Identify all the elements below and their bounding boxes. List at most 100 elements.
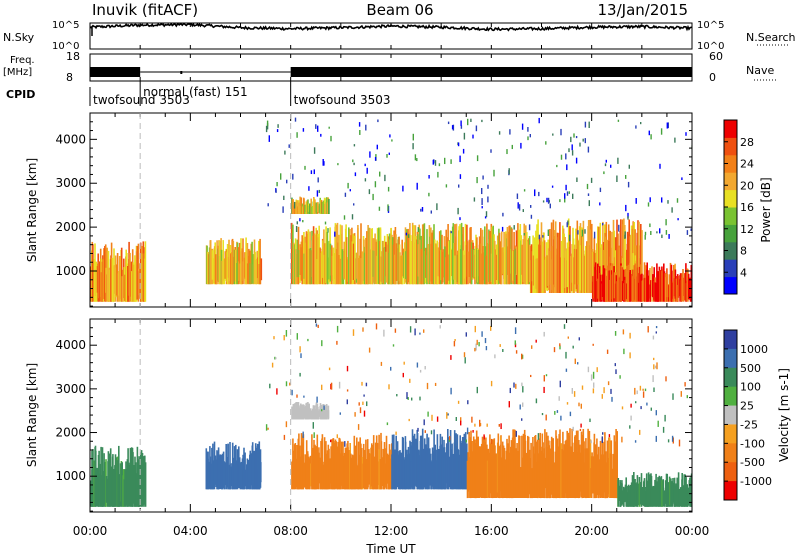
power-data-cell <box>582 138 584 142</box>
velocity-data-cell <box>307 453 309 490</box>
velocity-data-cell <box>271 362 274 368</box>
power-data-cell <box>276 129 279 133</box>
power-data-cell <box>662 269 664 302</box>
velocity-data-cell <box>342 441 344 490</box>
power-data-cell <box>341 249 344 285</box>
velocity-data-cell <box>498 424 500 427</box>
velocity-data-cell <box>118 445 120 507</box>
power-data-cell <box>674 137 676 143</box>
velocity-data-cell <box>433 429 435 490</box>
power-data-cell <box>577 230 579 235</box>
power-data-cell <box>671 207 673 213</box>
velocity-data-cell <box>347 447 349 486</box>
velocity-data-cell <box>560 415 562 421</box>
power-data-cell <box>462 250 465 285</box>
velocity-data-cell <box>308 403 310 419</box>
x-tick-label: 04:00 <box>173 524 208 538</box>
velocity-data-cell <box>430 461 433 490</box>
power-data-cell <box>588 245 591 293</box>
power-data-cell <box>527 136 529 141</box>
power-data-cell <box>501 226 504 232</box>
power-data-cell <box>603 171 605 175</box>
power-data-cell <box>601 244 603 293</box>
power-data-cell <box>476 177 478 184</box>
power-data-cell <box>516 193 519 199</box>
velocity-data-cell <box>496 464 498 498</box>
power-data-cell <box>665 219 667 226</box>
power-data-cell <box>620 219 622 293</box>
power-data-cell <box>517 223 519 285</box>
power-data-cell <box>360 258 362 285</box>
power-data-cell <box>650 231 652 235</box>
velocity-data-cell <box>472 430 474 433</box>
velocity-data-cell <box>439 325 441 329</box>
power-data-cell <box>635 198 637 204</box>
velocity-data-cell <box>573 391 576 397</box>
velocity-data-cell <box>596 454 599 496</box>
power-data-cell <box>655 282 657 302</box>
velocity-data-cell <box>424 430 426 433</box>
power-data-cell <box>509 225 511 285</box>
velocity-data-cell <box>639 385 642 391</box>
velocity-data-cell <box>299 456 302 490</box>
velocity-data-cell <box>92 465 95 507</box>
velocity-data-cell <box>521 435 523 497</box>
power-data-cell <box>378 206 381 211</box>
power-data-cell <box>374 157 377 161</box>
noise-ylabel-top-right: 10^5 <box>697 20 724 31</box>
power-data-cell <box>627 212 629 218</box>
velocity-data-cell <box>545 374 548 377</box>
velocity-data-cell <box>312 447 314 490</box>
power-data-cell <box>413 225 415 285</box>
velocity-data-cell <box>357 424 360 430</box>
power-data-cell <box>576 238 579 293</box>
velocity-data-cell <box>519 436 521 498</box>
power-data-cell <box>266 120 269 127</box>
power-data-cell <box>328 240 330 280</box>
power-data-cell <box>366 231 368 285</box>
power-data-cell <box>295 249 297 285</box>
power-data-cell <box>538 191 540 197</box>
velocity-data-cell <box>665 376 667 382</box>
velocity-data-cell <box>431 414 433 421</box>
power-data-cell <box>360 223 362 285</box>
power-data-cell <box>322 240 324 278</box>
power-data-cell <box>599 187 602 193</box>
power-data-cell <box>571 150 574 156</box>
velocity-data-cell <box>299 346 301 353</box>
velocity-data-cell <box>499 436 502 441</box>
power-data-cell <box>351 214 354 220</box>
velocity-data-cell <box>683 474 685 507</box>
velocity-data-cell <box>372 435 375 490</box>
power-data-cell <box>238 242 241 283</box>
velocity-data-cell <box>363 449 366 490</box>
power-data-cell <box>644 231 647 236</box>
velocity-data-cell <box>386 422 389 426</box>
power-data-cell <box>323 254 325 285</box>
velocity-data-cell <box>213 441 216 490</box>
velocity-data-cell <box>318 452 320 483</box>
power-data-cell <box>256 257 259 279</box>
velocity-data-cell <box>559 345 561 350</box>
velocity-data-cell <box>453 430 456 490</box>
velocity-data-cell <box>346 389 349 392</box>
velocity-data-cell <box>244 452 246 487</box>
velocity-data-cell <box>661 480 663 507</box>
velocity-data-cell <box>593 433 596 498</box>
velocity-data-cell <box>316 434 319 490</box>
velocity-data-cell <box>619 375 621 379</box>
velocity-data-cell <box>128 464 131 507</box>
power-data-cell <box>491 226 494 285</box>
power-data-cell <box>302 220 304 223</box>
power-data-cell <box>315 202 318 214</box>
power-data-cell <box>338 255 340 285</box>
power-data-cell <box>559 199 561 203</box>
power-data-cell <box>317 202 319 212</box>
power-data-cell <box>690 265 692 302</box>
power-data-cell <box>96 266 99 293</box>
power-data-cell <box>374 181 377 188</box>
power-data-cell <box>426 229 428 285</box>
velocity-data-cell <box>559 380 561 388</box>
power-data-cell <box>628 164 630 169</box>
